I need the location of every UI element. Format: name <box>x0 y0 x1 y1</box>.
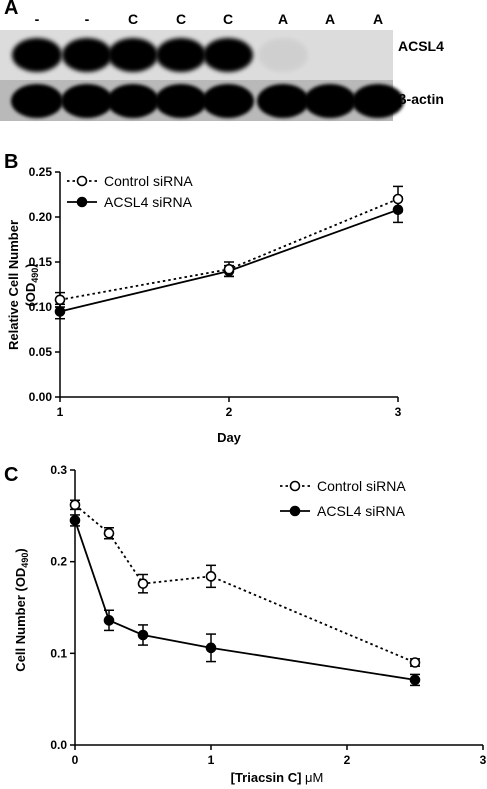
blot-label-acsl4: ACSL4 <box>398 38 444 54</box>
chart-b-xtick-label: 3 <box>395 405 402 419</box>
chart-b-ylabel: Relative Cell Number <box>6 220 21 350</box>
chart-c-legend-label-2: ACSL4 siRNA <box>317 503 406 519</box>
acsl4-band-3 <box>108 38 158 72</box>
chart-c-point-2-3 <box>137 629 149 641</box>
chart-c-legend-label-1: Control siRNA <box>317 478 406 494</box>
chart-b-ylabel-group: Relative Cell Number (OD490) <box>6 220 40 350</box>
chart-c-xtick-label: 0 <box>72 753 79 767</box>
panel-c-letter: C <box>4 464 18 486</box>
chart-c-xlabel: [Triacsin C] μM <box>231 770 324 785</box>
chart-c: 0.0 0.1 0.2 0.3 0 1 2 3 Control siRNA ACSL4 siRNA… <box>13 463 487 785</box>
chart-c-point-2-1 <box>69 515 81 526</box>
chart-b-ytick-label: 0.25 <box>29 165 53 179</box>
chart-b-ylabel-unit: (OD490) <box>23 263 40 306</box>
chart-c-point-1-1 <box>69 499 81 511</box>
actin-band-6 <box>257 84 309 118</box>
lane-label-8: A <box>373 11 383 27</box>
lane-label-2: - <box>85 11 90 27</box>
chart-b-ytick-label: 0.15 <box>29 255 53 269</box>
chart-c-point-1-2 <box>103 527 115 539</box>
chart-b: 0.00 0.05 0.10 0.15 0.20 0.25 1 2 3 Control siRNA… <box>6 165 404 445</box>
chart-c-legend-marker-1 <box>289 480 301 492</box>
chart-b-legend-marker-1 <box>76 175 88 187</box>
chart-c-point-1-5 <box>409 657 421 668</box>
chart-b-xtick-label: 1 <box>57 405 64 419</box>
acsl4-band-2 <box>62 38 112 72</box>
lane-label-4: C <box>176 11 186 27</box>
chart-c-ytick-label: 0.2 <box>50 555 67 569</box>
panel-b-letter: B <box>4 151 18 173</box>
chart-b-point-1-1 <box>54 294 66 306</box>
actin-bands <box>11 84 404 118</box>
chart-c-ytick-label: 0.3 <box>50 463 67 477</box>
lane-label-1: - <box>35 11 40 27</box>
chart-b-ytick-label: 0.10 <box>29 300 53 314</box>
chart-b-ytick-label: 0.00 <box>29 390 53 404</box>
chart-c-series-line-2 <box>74 520 416 681</box>
acsl4-band-6 <box>258 38 308 72</box>
chart-c-point-2-4 <box>205 642 217 654</box>
chart-c-point-1-3 <box>137 578 149 589</box>
acsl4-band-1 <box>12 38 62 72</box>
chart-b-series-line-1 <box>59 198 399 301</box>
actin-band-4 <box>155 84 207 118</box>
lane-label-6: A <box>278 11 288 27</box>
chart-c-xtick-label: 3 <box>480 753 487 767</box>
chart-c-ylabel: Cell Number (OD490) <box>13 548 30 671</box>
chart-c-ytick-label: 0.1 <box>50 646 67 660</box>
chart-c-point-2-2 <box>103 615 115 626</box>
actin-band-5 <box>202 84 254 118</box>
chart-b-legend-label-2: ACSL4 siRNA <box>104 194 193 210</box>
chart-c-ytick-label: 0.0 <box>50 738 67 752</box>
chart-c-series-line-1 <box>74 504 416 664</box>
actin-band-2 <box>61 84 113 118</box>
blot-label-actin: β-actin <box>398 91 444 107</box>
chart-c-legend-marker-2 <box>289 505 301 517</box>
chart-c-point-2-5 <box>409 674 421 686</box>
acsl4-bands <box>12 38 308 72</box>
chart-b-point-1-2 <box>223 263 235 275</box>
actin-band-7 <box>304 84 356 118</box>
panel-a-letter: A <box>4 0 18 19</box>
lane-label-5: C <box>223 11 233 27</box>
actin-band-3 <box>107 84 159 118</box>
chart-c-xtick-label: 1 <box>208 753 215 767</box>
chart-c-point-1-4 <box>205 571 217 582</box>
acsl4-band-5 <box>203 38 253 72</box>
lane-label-3: C <box>128 11 138 27</box>
chart-b-ytick-label: 0.20 <box>29 210 53 224</box>
chart-b-point-1-3 <box>392 193 404 205</box>
chart-b-series-line-2 <box>59 208 399 313</box>
chart-c-xtick-label: 2 <box>344 753 351 767</box>
chart-b-legend-marker-2 <box>76 196 88 208</box>
chart-b-legend-label-1: Control siRNA <box>104 173 193 189</box>
chart-b-ytick-label: 0.05 <box>29 345 53 359</box>
lane-label-7: A <box>325 11 335 27</box>
chart-b-xtick-label: 2 <box>226 405 233 419</box>
acsl4-band-4 <box>156 38 206 72</box>
western-blot <box>0 30 404 121</box>
chart-b-xlabel: Day <box>217 430 242 445</box>
actin-band-8 <box>352 84 404 118</box>
chart-b-point-2-1 <box>54 306 66 317</box>
actin-band-1 <box>11 84 63 118</box>
